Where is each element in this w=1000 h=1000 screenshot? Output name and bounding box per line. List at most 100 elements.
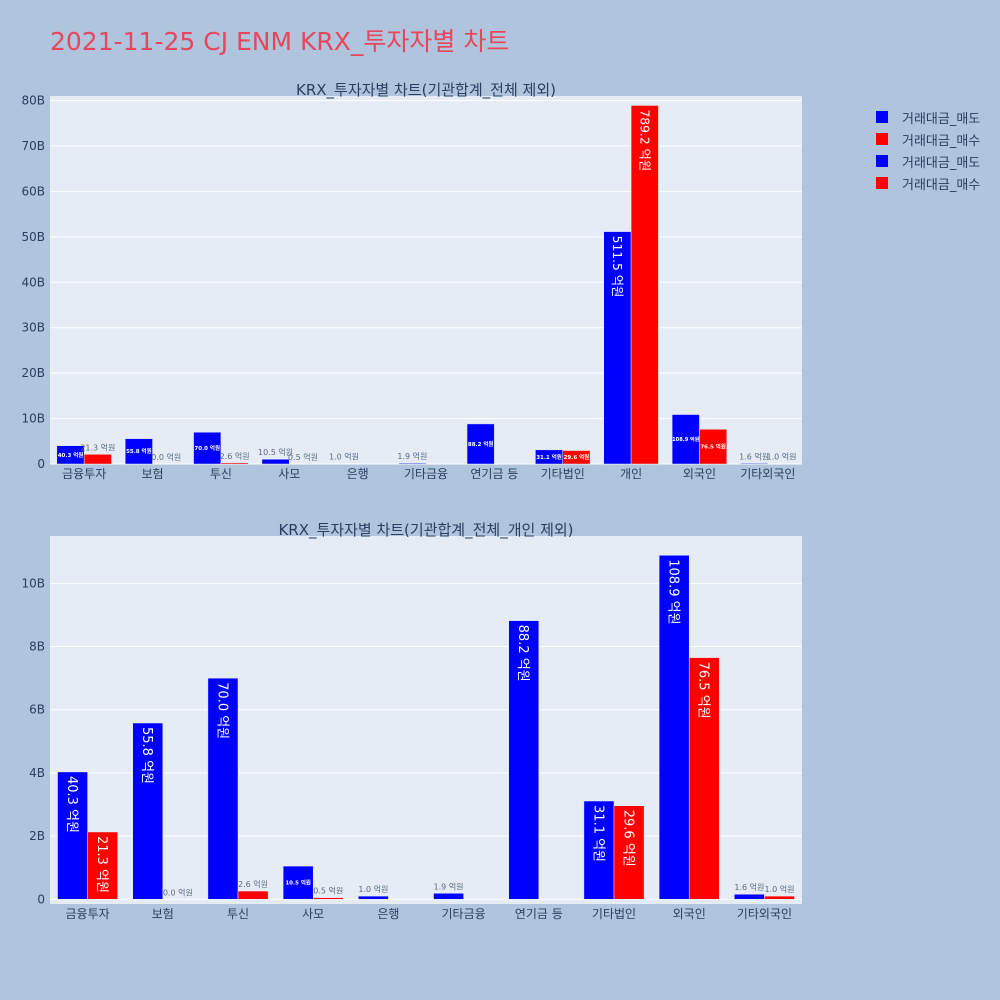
bar (312, 897, 344, 900)
x-tick-label: 기타외국인 (737, 907, 792, 921)
bar-data-label: 2.6 억원 (238, 879, 268, 889)
x-tick-label: 은행 (377, 906, 399, 921)
bar-data-label: 88.2 억원 (515, 625, 530, 682)
bar-data-label: 2.6 억원 (220, 451, 250, 461)
bar-data-label: 10.5 억원 (285, 879, 311, 887)
y-tick-label: 6B (29, 703, 45, 717)
y-tick-label: 20B (21, 366, 45, 380)
x-tick-label: 투신 (210, 467, 232, 481)
page-title: 2021-11-25 CJ ENM KRX_투자자별 차트 (50, 27, 510, 56)
bar-data-label: 0.0 억원 (163, 887, 193, 897)
bar-data-label: 40.3 억원 (58, 451, 84, 459)
chart-title: KRX_투자자별 차트(기관합계_전체 제외) (296, 81, 556, 100)
chart-title: KRX_투자자별 차트(기관합계_전체_개인 제외) (278, 521, 573, 540)
x-tick-label: 금융투자 (62, 467, 106, 481)
bar-data-label: 1.0 억원 (358, 884, 388, 894)
x-tick-label: 기타금융 (442, 907, 486, 921)
bar (740, 463, 769, 465)
bar (358, 895, 389, 900)
bar-data-label: 1.6 억원 (739, 451, 769, 461)
y-tick-label: 80B (21, 94, 45, 108)
plot-area (50, 96, 802, 464)
y-tick-label: 4B (29, 766, 45, 780)
bar (764, 895, 795, 900)
bar-data-label: 1.9 억원 (397, 451, 427, 461)
x-tick-label: 외국인 (683, 467, 716, 481)
bar-data-label: 0.0 억원 (151, 452, 181, 462)
legend-label: 거래대금_매수 (902, 177, 981, 193)
chart-1: 0 10B 20B 30B 40B 50B 60B 70B 80B KRX_투자자별 차트(기관합… (21, 81, 802, 481)
bar (220, 462, 249, 465)
bar-data-label: 29.6 억원 (620, 810, 635, 867)
x-tick-label: 개인 (620, 467, 642, 481)
bar-data-label: 31.1 억원 (590, 805, 605, 862)
bar-data-label: 1.0 억원 (766, 452, 796, 462)
y-tick-label: 10B (21, 412, 45, 426)
y-tick-label: 50B (21, 230, 45, 244)
bar-data-label: 40.3 억원 (64, 776, 79, 833)
bar-data-label: 76.5 억원 (700, 443, 726, 451)
bar (699, 428, 728, 465)
bar-data-label: 789.2 억원 (637, 109, 651, 171)
bar-data-label: 70.0 억원 (214, 682, 229, 739)
bar-data-label: 76.5 억원 (696, 662, 711, 719)
legend-item[interactable]: 거래대금_매수 (876, 172, 980, 194)
bar (466, 423, 495, 465)
bar-data-label: 0.5 억원 (288, 452, 318, 462)
bar-data-label: 55.8 억원 (139, 727, 154, 784)
chart-2: 0 2B 4B 6B 8B 10B KRX_투자자별 차트(기관합계_전체_개인 제외) 금융… (21, 521, 802, 921)
x-tick-label: 사모 (278, 467, 300, 481)
bar-data-label: 21.3 억원 (80, 442, 115, 452)
bar (562, 450, 591, 465)
legend-swatch (876, 155, 888, 167)
x-tick-label: 투신 (227, 907, 249, 921)
bar (630, 105, 659, 465)
x-tick-label: 보험 (141, 467, 163, 481)
bar-data-label: 1.0 억원 (329, 452, 359, 462)
bar (124, 438, 153, 465)
y-tick-label: 8B (29, 640, 45, 654)
bar-data-label: 70.0 억원 (194, 444, 220, 452)
bar (613, 805, 645, 900)
legend-item[interactable]: 거래대금_매수 (876, 128, 980, 150)
bar (433, 893, 464, 900)
bar-data-label: 511.5 억원 (610, 236, 624, 298)
legend-item[interactable]: 거래대금_매도 (876, 106, 980, 128)
legend-item[interactable]: 거래대금_매도 (876, 150, 980, 172)
y-tick-label: 2B (29, 829, 45, 843)
bar (734, 893, 765, 900)
bar-data-label: 1.0 억원 (764, 884, 794, 894)
bar-data-label: 31.1 억원 (536, 453, 562, 461)
legend: 거래대금_매도 거래대금_매수 거래대금_매도 거래대금_매수 (876, 106, 980, 194)
y-tick-label: 0 (37, 457, 45, 471)
y-tick-label: 30B (21, 321, 45, 335)
bar (282, 865, 314, 900)
y-tick-label: 10B (21, 576, 45, 590)
legend-label: 거래대금_매수 (902, 133, 981, 149)
bar (688, 657, 720, 900)
bar-data-label: 88.2 억원 (468, 440, 494, 448)
x-tick-label: 외국인 (673, 907, 706, 921)
x-tick-label: 보험 (152, 907, 174, 921)
x-tick-label: 연기금 등 (515, 907, 563, 921)
bar (508, 620, 540, 900)
x-tick-label: 기타외국인 (740, 467, 795, 481)
bar-data-label: 108.9 억원 (672, 436, 700, 443)
legend-label: 거래대금_매도 (902, 155, 981, 171)
bar-data-label: 1.6 억원 (734, 882, 764, 892)
bar (583, 800, 615, 900)
x-tick-label: 연기금 등 (470, 467, 518, 481)
legend-swatch (876, 111, 888, 123)
bar-data-label: 10.5 억원 (258, 447, 293, 457)
bar (658, 555, 690, 900)
x-tick-label: 은행 (347, 466, 369, 481)
bar-data-label: 0.5 억원 (313, 886, 343, 896)
x-tick-label: 기타법인 (541, 467, 585, 481)
bar (398, 462, 427, 465)
y-tick-label: 70B (21, 139, 45, 153)
bar (83, 454, 112, 465)
bar (603, 231, 632, 465)
bar (132, 722, 164, 900)
bar (207, 677, 239, 900)
